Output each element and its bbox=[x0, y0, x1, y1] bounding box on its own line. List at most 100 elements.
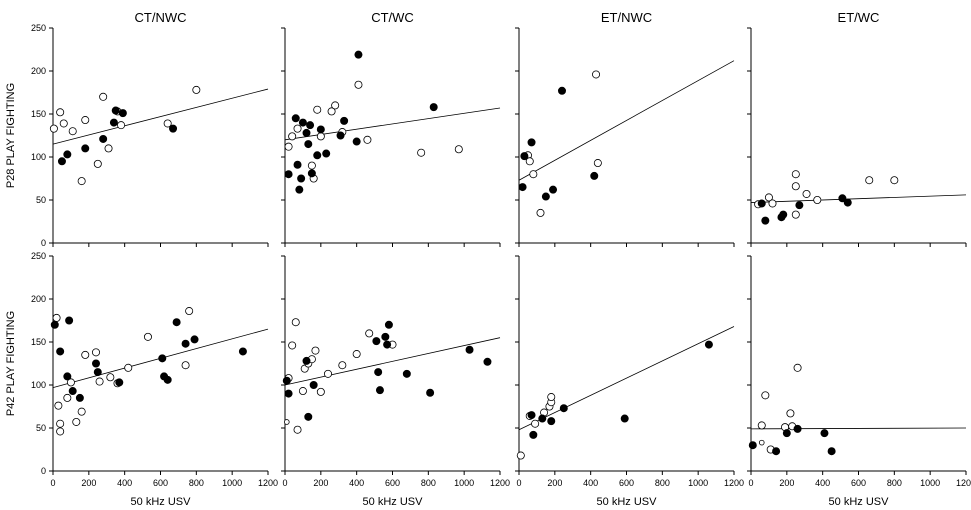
filled-point bbox=[761, 216, 770, 225]
filled-point bbox=[298, 118, 307, 127]
filled-point bbox=[547, 417, 556, 426]
panel-0-0: 0 50 100 150 200 250 bbox=[31, 23, 269, 248]
open-point bbox=[291, 318, 300, 327]
open-point bbox=[363, 135, 372, 144]
column-title: ET/WC bbox=[838, 10, 880, 25]
open-point bbox=[338, 361, 347, 370]
filled-point bbox=[99, 134, 108, 143]
regression-line bbox=[518, 326, 735, 431]
filled-point bbox=[75, 393, 84, 402]
filled-point bbox=[115, 378, 124, 387]
x-tick-label: 600 bbox=[385, 478, 400, 488]
filled-point bbox=[65, 316, 74, 325]
panel-1-1: 0 200 400 600 800 1000 1200 50 kHz USV bbox=[281, 255, 510, 508]
filled-point bbox=[118, 109, 127, 118]
x-tick-label: 0 bbox=[748, 478, 753, 488]
open-point bbox=[593, 159, 602, 168]
x-tick-label: 600 bbox=[851, 478, 866, 488]
open-point bbox=[66, 378, 75, 387]
filled-point bbox=[518, 183, 527, 192]
x-tick-label: 0 bbox=[516, 478, 521, 488]
filled-point bbox=[541, 192, 550, 201]
open-point bbox=[63, 393, 72, 402]
filled-point bbox=[748, 441, 757, 450]
filled-point bbox=[374, 368, 383, 377]
x-tick-label: 400 bbox=[349, 478, 364, 488]
filled-point bbox=[322, 149, 331, 158]
open-point bbox=[331, 101, 340, 110]
open-point bbox=[288, 341, 297, 350]
open-point bbox=[311, 346, 320, 355]
open-point bbox=[284, 142, 293, 151]
x-tick-label: 1200 bbox=[724, 478, 744, 488]
filled-point bbox=[109, 118, 118, 127]
open-point bbox=[92, 348, 101, 357]
open-point bbox=[802, 189, 811, 198]
filled-point bbox=[81, 144, 90, 153]
row-titles: P28 PLAY FIGHTING P42 PLAY FIGHTING bbox=[5, 83, 17, 416]
filled-point bbox=[291, 114, 300, 123]
filled-point bbox=[63, 150, 72, 159]
x-axis-title: 50 kHz USV bbox=[829, 496, 890, 508]
filled-point bbox=[295, 185, 304, 194]
open-point bbox=[77, 407, 86, 416]
x-tick-label: 800 bbox=[421, 478, 436, 488]
open-point bbox=[761, 391, 770, 400]
x-tick-label: 200 bbox=[313, 478, 328, 488]
filled-point bbox=[63, 372, 72, 381]
filled-point bbox=[529, 430, 538, 439]
filled-point bbox=[238, 347, 247, 356]
y-tick-label: 200 bbox=[31, 294, 46, 304]
filled-point bbox=[158, 354, 167, 363]
open-point bbox=[352, 350, 361, 359]
open-point bbox=[124, 363, 133, 372]
filled-point bbox=[757, 199, 766, 208]
open-point bbox=[313, 105, 322, 114]
x-tick-label: 1000 bbox=[920, 478, 940, 488]
x-tick-label: 0 bbox=[282, 478, 287, 488]
open-point bbox=[49, 124, 58, 133]
filled-point bbox=[93, 368, 102, 377]
x-tick-label: 1000 bbox=[454, 478, 474, 488]
panel-0-1 bbox=[281, 27, 501, 247]
filled-point bbox=[307, 169, 316, 178]
open-point bbox=[298, 387, 307, 396]
filled-point bbox=[352, 137, 361, 146]
filled-point bbox=[465, 345, 474, 354]
x-tick-label: 1200 bbox=[258, 478, 278, 488]
y-tick-label: 100 bbox=[31, 380, 46, 390]
open-point bbox=[59, 119, 68, 128]
filled-point bbox=[782, 429, 791, 438]
y-tick-label: 250 bbox=[31, 251, 46, 261]
filled-point bbox=[302, 356, 311, 365]
filled-point bbox=[381, 332, 390, 341]
filled-point bbox=[50, 320, 59, 329]
filled-point bbox=[169, 124, 178, 133]
filled-point bbox=[313, 151, 322, 160]
x-tick-label: 800 bbox=[189, 478, 204, 488]
filled-point bbox=[297, 174, 306, 183]
open-point bbox=[293, 425, 302, 434]
filled-point bbox=[527, 411, 536, 420]
y-tick-label: 50 bbox=[36, 195, 46, 205]
x-tick-label: 800 bbox=[887, 478, 902, 488]
open-point bbox=[865, 176, 874, 185]
filled-point bbox=[293, 160, 302, 169]
x-tick-label: 200 bbox=[779, 478, 794, 488]
filled-point bbox=[340, 116, 349, 125]
column-title: CT/NWC bbox=[135, 10, 187, 25]
open-point bbox=[516, 451, 525, 460]
filled-point bbox=[793, 424, 802, 433]
filled-point bbox=[827, 447, 836, 456]
open-point bbox=[791, 182, 800, 191]
x-axis-title: 50 kHz USV bbox=[597, 496, 658, 508]
x-axis-title: 50 kHz USV bbox=[131, 496, 192, 508]
open-point bbox=[163, 119, 172, 128]
open-point bbox=[95, 377, 104, 386]
filled-point bbox=[172, 318, 181, 327]
open-point bbox=[758, 439, 765, 446]
filled-point bbox=[163, 375, 172, 384]
y-tick-label: 200 bbox=[31, 66, 46, 76]
panel-1-3: 0 200 400 600 800 1000 1200 50 kHz USV bbox=[747, 255, 971, 508]
